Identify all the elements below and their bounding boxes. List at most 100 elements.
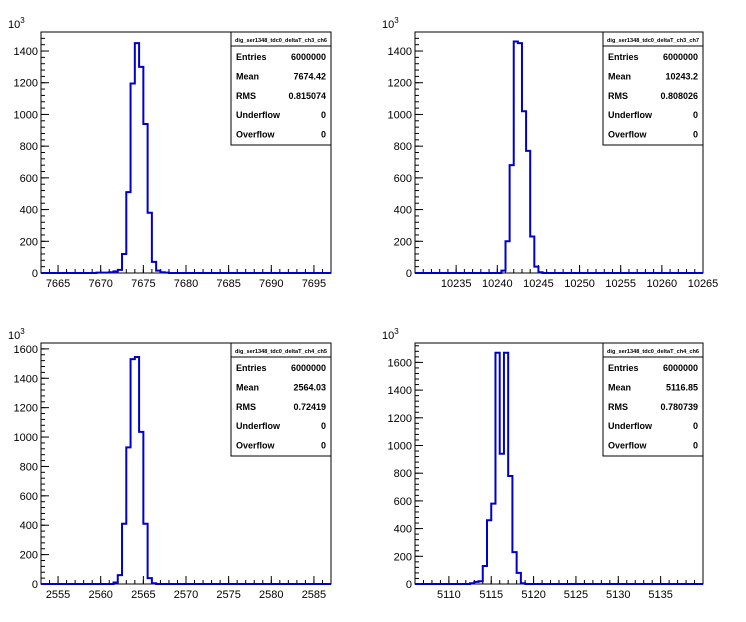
stats-value: 0.815074 [288, 91, 326, 101]
y-tick-label: 1200 [14, 403, 38, 415]
stats-box [602, 342, 704, 457]
histogram-bin [118, 270, 122, 273]
histogram-pad-ch3-ch7: 10235 10240 10245 10250 10255 10260 10265 0 200 4… [382, 16, 718, 290]
histogram-bin [526, 151, 530, 273]
stats-value: 6000000 [663, 363, 698, 373]
histogram-bin [122, 254, 126, 273]
x-tick-label: 7670 [88, 278, 112, 290]
histogram-bin [483, 566, 487, 584]
histogram-bin [508, 476, 512, 584]
stats-value: 0 [693, 130, 698, 140]
stats-label: Underflow [608, 421, 653, 431]
y-tick-label: 1600 [14, 344, 38, 356]
stats-value: 6000000 [663, 52, 698, 62]
histogram-pad-ch4-ch6: 5110 5115 5120 5125 5130 51350200400600800100… [382, 327, 704, 601]
stats-label: Underflow [236, 110, 281, 120]
x-tick-label: 7665 [46, 278, 70, 290]
stats-label: Entries [236, 52, 267, 62]
x-tick-label: 2580 [259, 589, 283, 601]
y-multiplier-base: 10 [8, 330, 20, 342]
histogram-bin [470, 583, 474, 584]
x-tick-label: 10250 [564, 278, 595, 290]
y-tick-label: 1400 [388, 385, 412, 397]
y-tick-label: 1200 [388, 78, 412, 90]
histogram-bin [126, 447, 130, 584]
stats-value: 0.808026 [660, 91, 698, 101]
x-tick-label: 7695 [302, 278, 326, 290]
stats-label: Mean [608, 71, 631, 81]
y-tick-label: 1400 [14, 373, 38, 385]
histogram-bin [491, 504, 495, 584]
stats-value: 0 [321, 110, 326, 120]
y-tick-label: 400 [20, 205, 38, 217]
stats-label: Mean [236, 382, 259, 392]
histogram-bin [160, 272, 164, 273]
histogram-bin [538, 272, 542, 273]
y-tick-label: 0 [406, 268, 412, 280]
stats-value: 5116.85 [666, 382, 698, 392]
x-tick-label: 2560 [88, 589, 112, 601]
y-tick-label: 800 [394, 141, 412, 153]
y-multiplier-exponent: 3 [20, 327, 25, 336]
y-axis-multiplier: 103 [382, 327, 399, 342]
y-tick-label: 600 [20, 491, 38, 503]
histogram-bin [152, 583, 156, 584]
stats-value: 7674.42 [293, 71, 326, 81]
stats-label: RMS [236, 91, 256, 101]
histogram-bin [518, 43, 522, 273]
y-tick-label: 600 [394, 173, 412, 185]
x-tick-label: 10265 [688, 278, 719, 290]
histogram-pad-ch4-ch5: 2555 2560 2565 2570 2575 2580 2585 0 200 400 600 80… [8, 327, 332, 601]
y-axis-multiplier: 103 [8, 327, 25, 342]
y-multiplier-base: 10 [8, 19, 20, 31]
histogram-bin [506, 241, 510, 273]
histogram-bin [118, 575, 122, 584]
stats-label: Entries [608, 52, 639, 62]
y-tick-label: 200 [394, 236, 412, 248]
stats-value: 0.780739 [660, 402, 698, 412]
histogram-bin [501, 271, 505, 273]
x-tick-label: 10245 [523, 278, 554, 290]
stats-label: Overflow [236, 441, 276, 451]
y-tick-label: 400 [394, 205, 412, 217]
stats-label: Overflow [608, 130, 648, 140]
stats-box-title: dig_ser1348_tdc0_deltaT_ch4_ch5 [235, 349, 327, 355]
x-tick-label: 10235 [441, 278, 472, 290]
y-tick-label: 0 [32, 579, 38, 591]
histogram-bin [512, 552, 516, 584]
y-tick-label: 1000 [388, 109, 412, 121]
y-tick-label: 1600 [388, 357, 412, 369]
y-tick-label: 1000 [388, 440, 412, 452]
stats-label: RMS [608, 402, 628, 412]
y-multiplier-exponent: 3 [394, 327, 399, 336]
stats-value: 6000000 [291, 363, 326, 373]
x-tick-label: 7685 [216, 278, 240, 290]
y-multiplier-exponent: 3 [394, 16, 399, 25]
x-tick-label: 10255 [605, 278, 636, 290]
stats-box-title: dig_ser1348_tdc0_deltaT_ch3_ch7 [607, 38, 699, 44]
histogram-bin [139, 432, 143, 584]
x-tick-label: 2555 [46, 589, 70, 601]
x-tick-label: 7675 [131, 278, 155, 290]
y-tick-label: 0 [32, 268, 38, 280]
y-tick-label: 1400 [14, 46, 38, 58]
stats-label: Underflow [608, 110, 653, 120]
histogram-bin [131, 359, 135, 584]
stats-box [602, 31, 704, 146]
y-tick-label: 200 [394, 551, 412, 563]
x-tick-label: 5115 [479, 589, 503, 601]
y-axis-multiplier: 103 [382, 16, 399, 31]
stats-box [230, 342, 332, 457]
y-tick-label: 800 [394, 468, 412, 480]
histogram-bin [148, 578, 152, 584]
histogram-bin [139, 67, 143, 273]
y-tick-label: 200 [20, 236, 38, 248]
y-tick-label: 0 [406, 579, 412, 591]
histogram-bin [109, 272, 113, 273]
x-tick-label: 2585 [302, 589, 326, 601]
stats-value: 0 [321, 130, 326, 140]
y-tick-label: 400 [20, 520, 38, 532]
histogram-outline [41, 42, 331, 274]
histogram-bin [126, 192, 130, 273]
